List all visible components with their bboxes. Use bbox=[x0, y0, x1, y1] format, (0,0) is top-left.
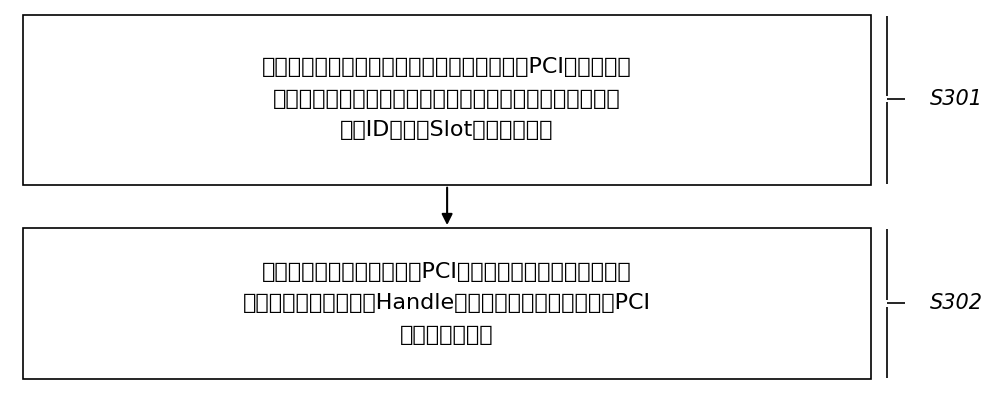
Text: S302: S302 bbox=[930, 293, 983, 313]
Bar bbox=[23, 228, 871, 379]
Text: 启动预设服务程序，应用所述服务程序对所述PCI硬件进行扫
描，依据扫描结果对所述数据结构列表中的每个数据结构对
应的ID信息和Slot信息进行更新: 启动预设服务程序，应用所述服务程序对所述PCI硬件进行扫 描，依据扫描结果对所述… bbox=[262, 58, 632, 140]
Text: 应用所述服务程序打开所述PCI硬件，对所述数据结构列表中
的每个数据结构对应的Handle信息进行更新，并得到所述PCI
硬件的操作通道: 应用所述服务程序打开所述PCI硬件，对所述数据结构列表中 的每个数据结构对应的H… bbox=[243, 262, 651, 345]
Text: S301: S301 bbox=[930, 89, 983, 109]
Bar bbox=[23, 15, 871, 185]
